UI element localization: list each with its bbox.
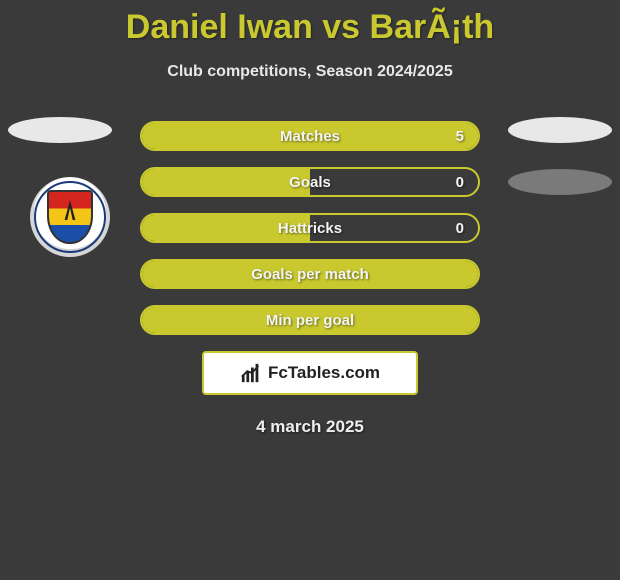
chart-icon <box>240 362 262 384</box>
player-photo-left-placeholder <box>8 117 112 143</box>
stat-label: Matches <box>280 128 340 145</box>
player-photo-right-placeholder <box>508 117 612 143</box>
stat-rows: Matches 5 Goals 0 Hattricks 0 Goals per … <box>140 121 480 335</box>
club-badge-right-placeholder <box>508 169 612 195</box>
stat-row-min-per-goal: Min per goal <box>140 305 480 335</box>
stat-value: 0 <box>456 220 464 237</box>
stat-row-goals: Goals 0 <box>140 167 480 197</box>
stat-label: Goals per match <box>251 266 369 283</box>
brand-badge[interactable]: FcTables.com <box>202 351 418 395</box>
date-label: 4 march 2025 <box>0 417 620 437</box>
club-crest-left <box>30 177 110 257</box>
brand-text: FcTables.com <box>268 363 380 383</box>
stat-row-goals-per-match: Goals per match <box>140 259 480 289</box>
comparison-content: Matches 5 Goals 0 Hattricks 0 Goals per … <box>0 121 620 437</box>
page-subtitle: Club competitions, Season 2024/2025 <box>0 63 620 81</box>
stat-row-hattricks: Hattricks 0 <box>140 213 480 243</box>
stat-label: Goals <box>289 174 331 191</box>
stat-value: 5 <box>456 128 464 145</box>
stat-row-matches: Matches 5 <box>140 121 480 151</box>
page-title: Daniel Iwan vs BarÃ¡th <box>0 0 620 47</box>
stat-label: Min per goal <box>266 312 354 329</box>
stat-value: 0 <box>456 174 464 191</box>
stat-label: Hattricks <box>278 220 342 237</box>
